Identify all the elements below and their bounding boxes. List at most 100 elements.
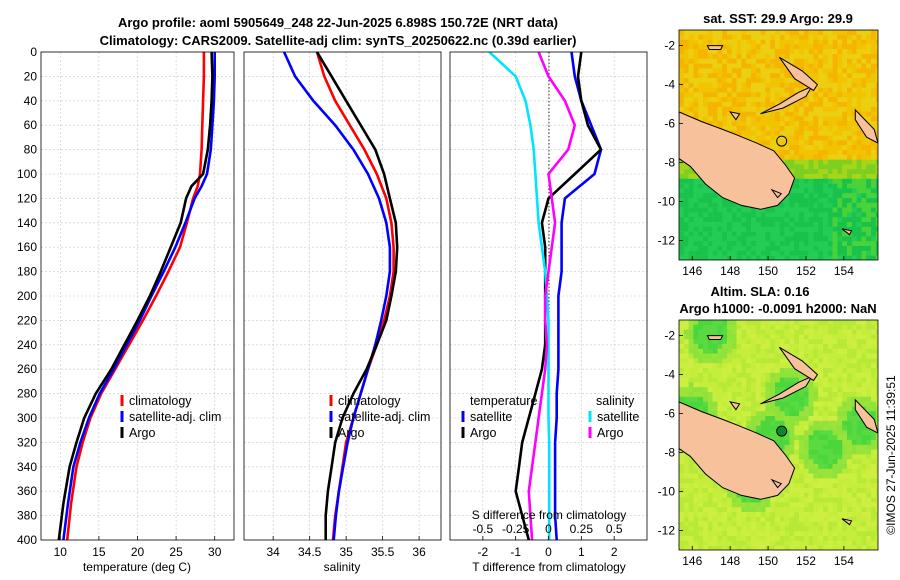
heat-cell xyxy=(861,164,867,170)
heat-cell xyxy=(861,464,867,470)
heat-cell xyxy=(832,545,838,550)
heat-cell xyxy=(837,135,843,141)
heat-cell xyxy=(803,473,809,479)
heat-cell xyxy=(683,250,689,256)
heat-cell xyxy=(746,502,752,508)
heat-cell xyxy=(727,82,733,88)
heat-cell xyxy=(688,44,694,50)
heat-cell xyxy=(731,212,737,218)
heat-cell xyxy=(856,377,862,383)
heat-cell xyxy=(765,540,771,546)
heat-cell xyxy=(693,102,699,108)
heat-cell xyxy=(866,178,872,184)
heat-cell xyxy=(813,169,819,175)
heat-cell xyxy=(688,396,694,402)
heat-cell xyxy=(851,130,857,136)
heat-cell xyxy=(856,320,862,326)
heat-cell xyxy=(693,193,699,199)
heat-cell xyxy=(683,97,689,103)
heat-cell xyxy=(770,372,776,378)
heat-cell xyxy=(842,222,848,228)
heat-cell xyxy=(784,236,790,242)
heat-cell xyxy=(765,49,771,55)
heat-cell xyxy=(789,126,795,132)
heat-cell xyxy=(823,377,829,383)
heat-cell xyxy=(789,202,795,208)
heat-cell xyxy=(799,545,805,550)
heat-cell xyxy=(856,73,862,79)
heat-cell xyxy=(842,145,848,151)
series-line-climatology xyxy=(65,52,206,540)
heat-cell xyxy=(847,382,853,388)
heat-cell xyxy=(746,406,752,412)
legend-s-satellite-label: satellite xyxy=(597,410,639,424)
heat-cell xyxy=(779,368,785,374)
heat-cell xyxy=(794,154,800,160)
heat-cell xyxy=(856,44,862,50)
heat-cell xyxy=(755,97,761,103)
heat-cell xyxy=(803,222,809,228)
heat-cell xyxy=(760,353,766,359)
heat-cell xyxy=(875,202,878,208)
heat-cell xyxy=(803,159,809,165)
heat-cell xyxy=(707,226,713,232)
heat-cell xyxy=(770,540,776,546)
heat-cell xyxy=(722,512,728,518)
heat-cell xyxy=(775,34,781,40)
heat-cell xyxy=(823,106,829,112)
heat-cell xyxy=(765,44,771,50)
heat-cell xyxy=(842,396,848,402)
heat-cell xyxy=(837,68,843,74)
heat-cell xyxy=(818,63,824,69)
heat-cell xyxy=(871,222,877,228)
heat-cell xyxy=(818,339,824,345)
heat-cell xyxy=(717,106,723,112)
salinity-xlabel: salinity xyxy=(324,560,361,574)
heat-cell xyxy=(794,193,800,199)
heat-cell xyxy=(832,483,838,489)
heat-cell xyxy=(727,334,733,340)
heat-cell xyxy=(765,39,771,45)
heat-cell xyxy=(751,82,757,88)
heat-cell xyxy=(703,497,709,503)
heat-cell xyxy=(799,231,805,237)
heat-cell xyxy=(794,531,800,537)
heat-cell xyxy=(688,526,694,532)
heat-cell xyxy=(775,97,781,103)
heat-cell xyxy=(760,111,766,117)
heat-cell xyxy=(813,444,819,450)
heat-cell xyxy=(717,58,723,64)
heat-cell xyxy=(813,121,819,127)
heat-cell xyxy=(736,363,742,369)
heat-cell xyxy=(736,516,742,522)
heat-cell xyxy=(813,145,819,151)
heat-cell xyxy=(794,444,800,450)
heat-cell xyxy=(760,536,766,542)
heat-cell xyxy=(731,231,737,237)
heat-cell xyxy=(765,516,771,522)
heat-cell xyxy=(808,387,814,393)
heat-cell xyxy=(847,159,853,165)
heat-cell xyxy=(751,497,757,503)
heat-cell xyxy=(818,58,824,64)
heat-cell xyxy=(827,435,833,441)
heat-cell xyxy=(847,39,853,45)
heat-cell xyxy=(808,140,814,146)
heat-cell xyxy=(856,497,862,503)
heat-cell xyxy=(851,411,857,417)
heat-cell xyxy=(813,473,819,479)
heat-cell xyxy=(847,478,853,484)
heat-cell xyxy=(746,368,752,374)
heat-cell xyxy=(827,363,833,369)
heat-cell xyxy=(688,92,694,98)
heat-cell xyxy=(842,387,848,393)
s-axis-tick-label: -0.5 xyxy=(472,522,493,536)
heat-cell xyxy=(875,344,878,350)
heat-cell xyxy=(808,464,814,470)
heat-cell xyxy=(731,324,737,330)
heat-cell xyxy=(789,430,795,436)
heat-cell xyxy=(875,68,878,74)
heat-cell xyxy=(875,226,878,232)
heat-cell xyxy=(803,459,809,465)
heat-cell xyxy=(871,454,877,460)
